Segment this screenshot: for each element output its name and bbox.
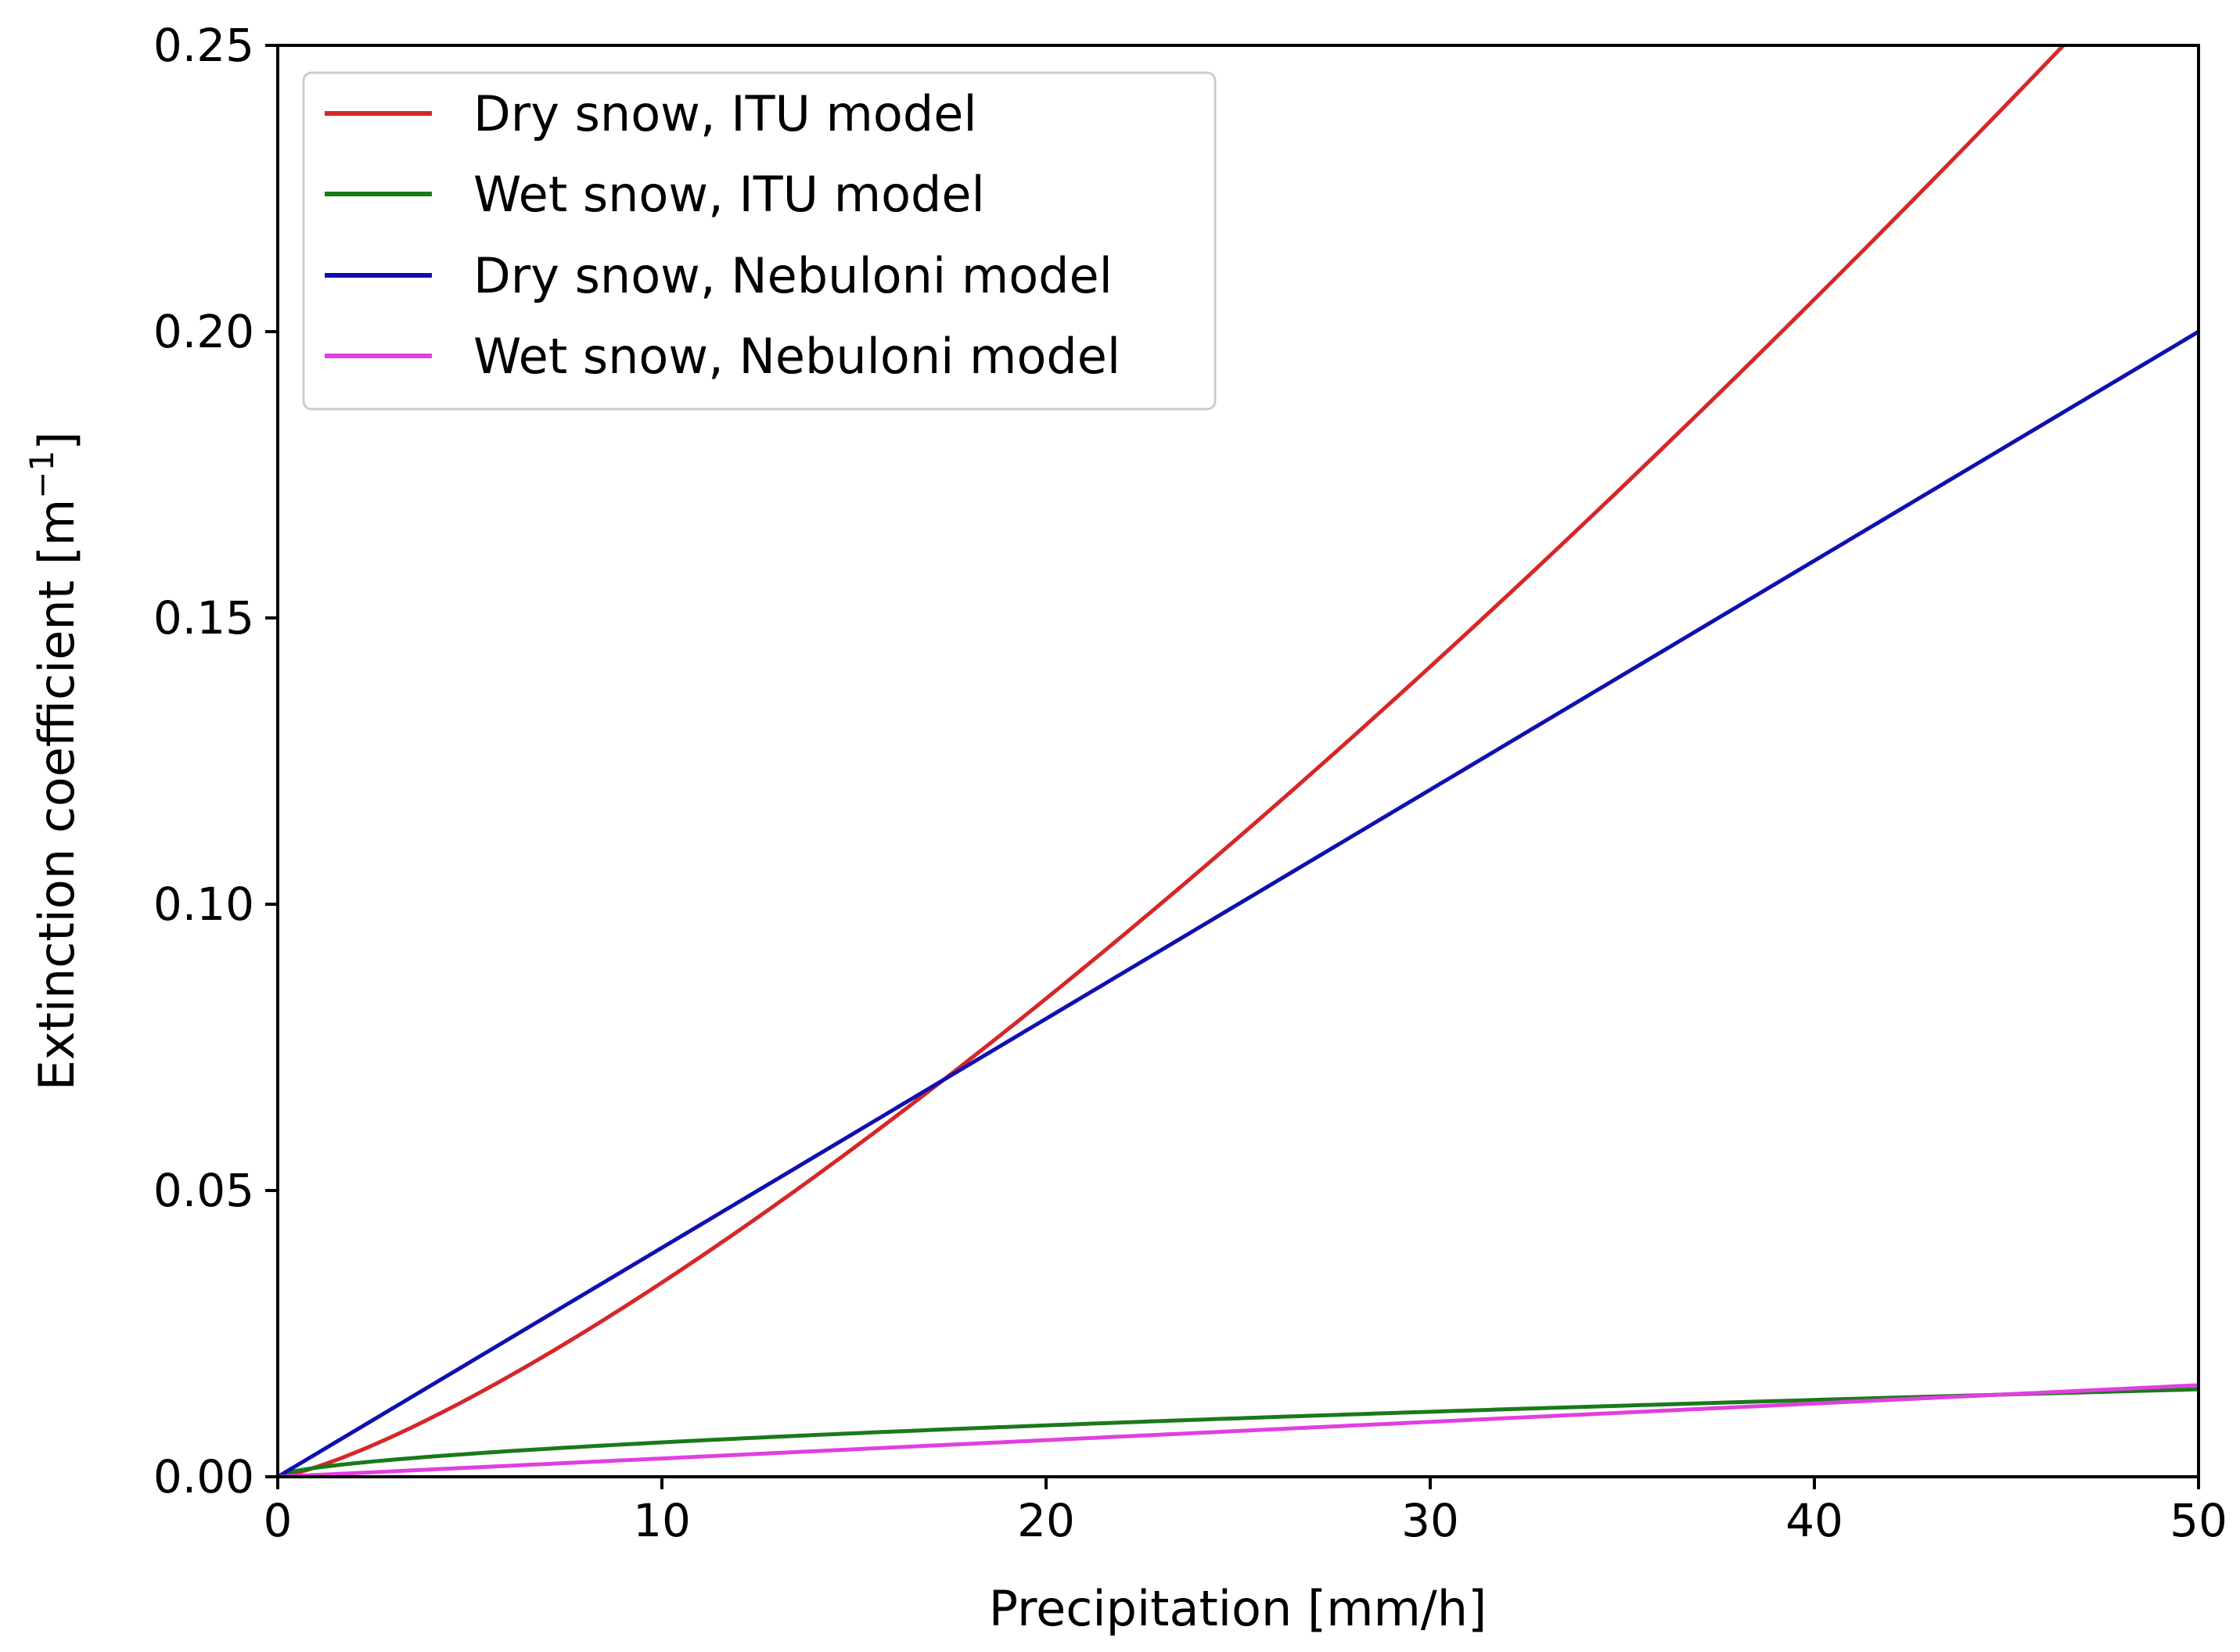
legend-box <box>302 71 1217 411</box>
y-axis-title: Extinction coefficient [m−1] <box>23 432 85 1091</box>
legend-label: Wet snow, Nebuloni model <box>473 328 1120 385</box>
y-axis: 0.00 0.05 0.10 0.15 0.20 0.25 <box>153 19 278 1503</box>
legend-label: Dry snow, ITU model <box>473 85 977 142</box>
plot-frame <box>276 44 2200 1478</box>
y-tick-label: 0.05 <box>153 1164 254 1217</box>
legend-label: Wet snow, ITU model <box>473 166 985 223</box>
y-tick-label: 0.25 <box>153 19 254 72</box>
x-tick-label: 50 <box>2170 1494 2227 1547</box>
y-tick-label: 0.10 <box>153 878 254 931</box>
x-tick-label: 20 <box>1017 1494 1075 1547</box>
x-axis-title: Precipitation [mm/h] <box>989 1580 1487 1637</box>
y-tick-label: 0.00 <box>153 1450 254 1503</box>
y-tick-label: 0.20 <box>153 305 254 358</box>
x-tick-label: 30 <box>1401 1494 1459 1547</box>
y-axis-title-superscript: −1 <box>23 451 61 499</box>
x-tick-label: 0 <box>264 1494 293 1547</box>
y-axis-title-suffix: ] <box>28 432 85 451</box>
series-line-3 <box>278 329 2199 1477</box>
y-tick-label: 0.15 <box>153 591 254 645</box>
series-layer <box>278 45 2199 1477</box>
y-axis-title-main: Extinction coefficient [m <box>28 499 85 1091</box>
series-line-2 <box>278 1387 2199 1477</box>
x-axis: 0 10 20 30 40 50 <box>264 1477 2227 1547</box>
series-line-1 <box>278 45 2066 1477</box>
series-line-4 <box>278 1383 2199 1477</box>
legend: Dry snow, ITU model Wet snow, ITU model Dr… <box>302 71 1217 411</box>
x-tick-label: 10 <box>633 1494 691 1547</box>
x-tick-label: 40 <box>1785 1494 1843 1547</box>
legend-label: Dry snow, Nebuloni model <box>473 247 1113 304</box>
